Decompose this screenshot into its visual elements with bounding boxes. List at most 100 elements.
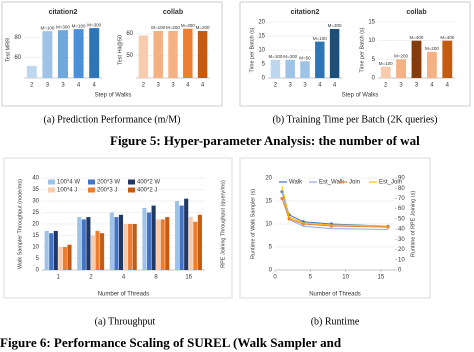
- bar: [44, 230, 49, 270]
- legend-label: 200*3 J: [97, 188, 117, 194]
- x-tick-label: 4: [430, 83, 434, 89]
- caption: (a) Throughput: [95, 316, 156, 327]
- y-axis-label: Time per Batch (s): [249, 27, 255, 72]
- y-tick-label: 0: [262, 76, 266, 82]
- x-tick-label: 15: [378, 275, 385, 281]
- y-tick-label: 10: [32, 245, 39, 251]
- x-tick-label: 4: [318, 83, 322, 89]
- bar: [442, 40, 453, 78]
- line: [281, 191, 388, 231]
- y-tick-label: 15: [32, 233, 39, 239]
- bar: [146, 212, 152, 270]
- legend-label: Est_Walk: [319, 180, 345, 186]
- x-tick-label: 3: [46, 83, 50, 89]
- x-tick-label: 16: [185, 275, 192, 281]
- bar: [197, 30, 208, 78]
- bar: [86, 217, 91, 270]
- y-axis-label: Walk Sampler Throughput (node/ms): [17, 179, 23, 269]
- bar: [58, 247, 63, 270]
- y-tick-label: 20: [265, 176, 272, 182]
- y-tick-label: 0: [36, 268, 40, 274]
- y-tick-label: 80: [14, 35, 21, 41]
- bar: [95, 230, 100, 270]
- bar: [315, 41, 325, 78]
- bar: [193, 221, 198, 270]
- y2-tick-label: 10: [398, 257, 405, 263]
- legend-label: Join: [349, 180, 360, 186]
- caption: (b) Training Time per Batch (2K queries): [273, 114, 438, 125]
- y2-tick-label: 90: [398, 176, 405, 182]
- y-tick-label: 10: [368, 38, 375, 44]
- legend-swatch: [48, 187, 55, 193]
- legend-label: Walk: [289, 180, 303, 186]
- legend-label: 100*4 J: [57, 188, 77, 194]
- y-tick-label: 60: [14, 55, 21, 61]
- figure-title: Figure 6: Performance Scaling of SUREL (…: [0, 335, 342, 350]
- x-tick-label: 3: [61, 83, 65, 89]
- bar: [396, 59, 407, 78]
- bar-annotation: M=100: [72, 23, 86, 28]
- y-tick-label: 0: [372, 76, 376, 82]
- y-tick-label: 15: [368, 20, 375, 26]
- bar: [411, 40, 422, 78]
- chart-title: collab: [163, 9, 183, 16]
- bar: [100, 233, 105, 270]
- x-tick-label: 2: [89, 275, 93, 281]
- legend-swatch: [128, 179, 135, 185]
- y-axis-label: Test MRR: [5, 38, 11, 62]
- bar: [300, 61, 310, 78]
- bar: [175, 201, 180, 270]
- x-tick-label: 3: [399, 83, 403, 89]
- figure-title: Figure 5: Hyper-parameter Analysis: the …: [110, 133, 420, 148]
- bar: [285, 59, 295, 78]
- y2-tick-label: 0: [398, 268, 402, 274]
- legend-label: 100*4 W: [57, 180, 80, 186]
- y-axis-label: Test Hit@50: [117, 35, 123, 65]
- y-tick-label: 40: [32, 176, 39, 182]
- bar: [153, 30, 163, 78]
- bar: [128, 224, 133, 270]
- chart-title: collab: [406, 9, 426, 16]
- y-axis-label: Runtime of Walk Sampler (s): [250, 189, 256, 259]
- x-tick-label: 3: [171, 83, 175, 89]
- x-tick-label: 0: [273, 275, 277, 281]
- bar: [49, 233, 54, 270]
- bar: [73, 29, 84, 78]
- y-tick-label: 60: [126, 31, 133, 37]
- x-tick-label: 3: [157, 83, 161, 89]
- legend-label: 400*2 W: [137, 180, 160, 186]
- caption: (b) Runtime: [311, 316, 360, 327]
- x-tick-label: 4: [446, 83, 450, 89]
- chart-title: citation2: [291, 9, 320, 16]
- bar: [151, 205, 156, 270]
- bar: [188, 217, 193, 270]
- x-tick-label: 4: [93, 83, 97, 89]
- y-tick-label: 10: [258, 48, 265, 54]
- bar: [114, 217, 119, 270]
- bar: [42, 31, 53, 79]
- panel-frame: [239, 1, 471, 107]
- x-tick-label: 2: [142, 83, 146, 89]
- bar: [81, 219, 86, 270]
- y-tick-label: 35: [32, 187, 39, 193]
- bar-annotation: M=300: [283, 54, 297, 59]
- bar-annotation: M=100: [313, 36, 327, 41]
- y2-tick-label: 60: [398, 206, 405, 212]
- bar-annotation: M=200: [166, 25, 180, 30]
- x-tick-label: 4: [333, 83, 337, 89]
- bar: [380, 66, 391, 78]
- bar: [109, 212, 114, 270]
- y2-tick-label: 50: [398, 216, 405, 222]
- x-tick-label: 4: [122, 275, 126, 281]
- bar: [123, 224, 128, 270]
- chart-title: citation2: [49, 9, 78, 16]
- x-tick-label: 2: [30, 83, 34, 89]
- bar-annotation: M=400: [440, 35, 454, 40]
- bar: [179, 205, 184, 270]
- y-tick-label: 5: [262, 62, 266, 68]
- bar-annotation: M=400: [410, 35, 424, 40]
- x-tick-label: 2: [384, 83, 388, 89]
- x-tick-label: 5: [309, 275, 313, 281]
- bar-annotation: M=50: [299, 55, 311, 60]
